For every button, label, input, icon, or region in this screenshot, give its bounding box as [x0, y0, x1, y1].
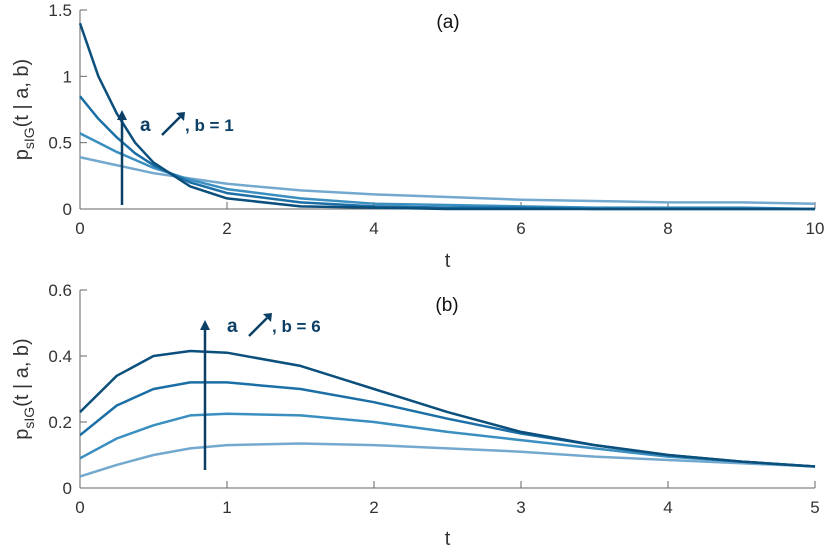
annotation-arrowhead	[117, 110, 127, 120]
annotation-a: a	[140, 115, 151, 136]
x-tick-label: 3	[516, 498, 525, 517]
x-tick-label: 0	[75, 498, 84, 517]
annotation-arrowhead	[200, 320, 210, 330]
y-axis-label: psIG(t | a, b)	[11, 59, 37, 160]
y-label-main: p	[11, 149, 33, 160]
x-tick-label: 2	[222, 219, 231, 238]
series-line	[79, 412, 816, 468]
annotation-a: a	[227, 316, 238, 337]
x-tick-label: 5	[810, 498, 819, 517]
annotation-icon-arrow	[248, 317, 268, 337]
series-line	[79, 442, 816, 478]
y-label-rest: (t | a, b)	[11, 338, 33, 407]
y-label-rest: (t | a, b)	[11, 59, 33, 128]
y-label-subscript: sIG	[21, 127, 37, 149]
annotation-b: , b = 1	[185, 116, 234, 135]
series-line	[79, 349, 816, 468]
y-tick-label: 0.4	[48, 347, 72, 366]
y-tick-label: 0	[63, 200, 72, 219]
x-axis-label: t	[445, 528, 451, 550]
x-tick-label: 10	[806, 219, 825, 238]
panel-label: (b)	[435, 295, 458, 316]
x-tick-label: 1	[222, 498, 231, 517]
series-line	[79, 381, 816, 468]
y-label-main: p	[11, 429, 33, 440]
x-axis-label: t	[445, 250, 451, 272]
y-axis-label: psIG(t | a, b)	[11, 338, 37, 439]
annotation-b: , b = 6	[272, 317, 321, 336]
y-tick-label: 0.5	[48, 134, 72, 153]
x-tick-label: 6	[516, 219, 525, 238]
annotation-icon-head	[176, 112, 185, 121]
annotation-icon-arrow	[161, 116, 181, 136]
x-tick-label: 4	[369, 219, 378, 238]
y-tick-label: 1	[63, 67, 72, 86]
x-tick-label: 4	[663, 498, 672, 517]
x-tick-label: 8	[663, 219, 672, 238]
panel-label: (a)	[436, 12, 459, 33]
y-tick-label: 1.5	[48, 1, 72, 20]
x-tick-label: 2	[369, 498, 378, 517]
y-label-subscript: sIG	[21, 407, 37, 429]
y-tick-label: 0.2	[48, 413, 72, 432]
series-line	[79, 95, 815, 211]
y-tick-label: 0.6	[48, 281, 72, 300]
x-tick-label: 0	[75, 219, 84, 238]
annotation-icon-head	[263, 313, 272, 322]
y-tick-label: 0	[63, 479, 72, 498]
